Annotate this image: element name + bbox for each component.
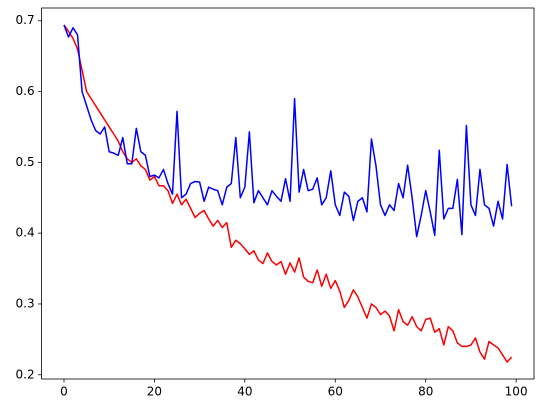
x-tick-label: 20 bbox=[147, 385, 162, 399]
y-tick-label: 0.2 bbox=[16, 367, 35, 381]
axes-frame bbox=[41, 7, 535, 380]
data-line bbox=[63, 24, 513, 363]
x-tick-label: 100 bbox=[505, 385, 528, 399]
y-tick-label: 0.7 bbox=[16, 13, 35, 27]
x-tick-label: 60 bbox=[328, 385, 343, 399]
data-line bbox=[63, 24, 513, 238]
x-tick-label: 0 bbox=[60, 385, 68, 399]
y-tick-label: 0.6 bbox=[16, 84, 35, 98]
y-tick-label: 0.3 bbox=[16, 296, 35, 310]
x-tick-label: 40 bbox=[237, 385, 252, 399]
y-tick-label: 0.4 bbox=[16, 226, 35, 240]
x-tick-label: 80 bbox=[418, 385, 433, 399]
y-tick-label: 0.5 bbox=[16, 155, 35, 169]
